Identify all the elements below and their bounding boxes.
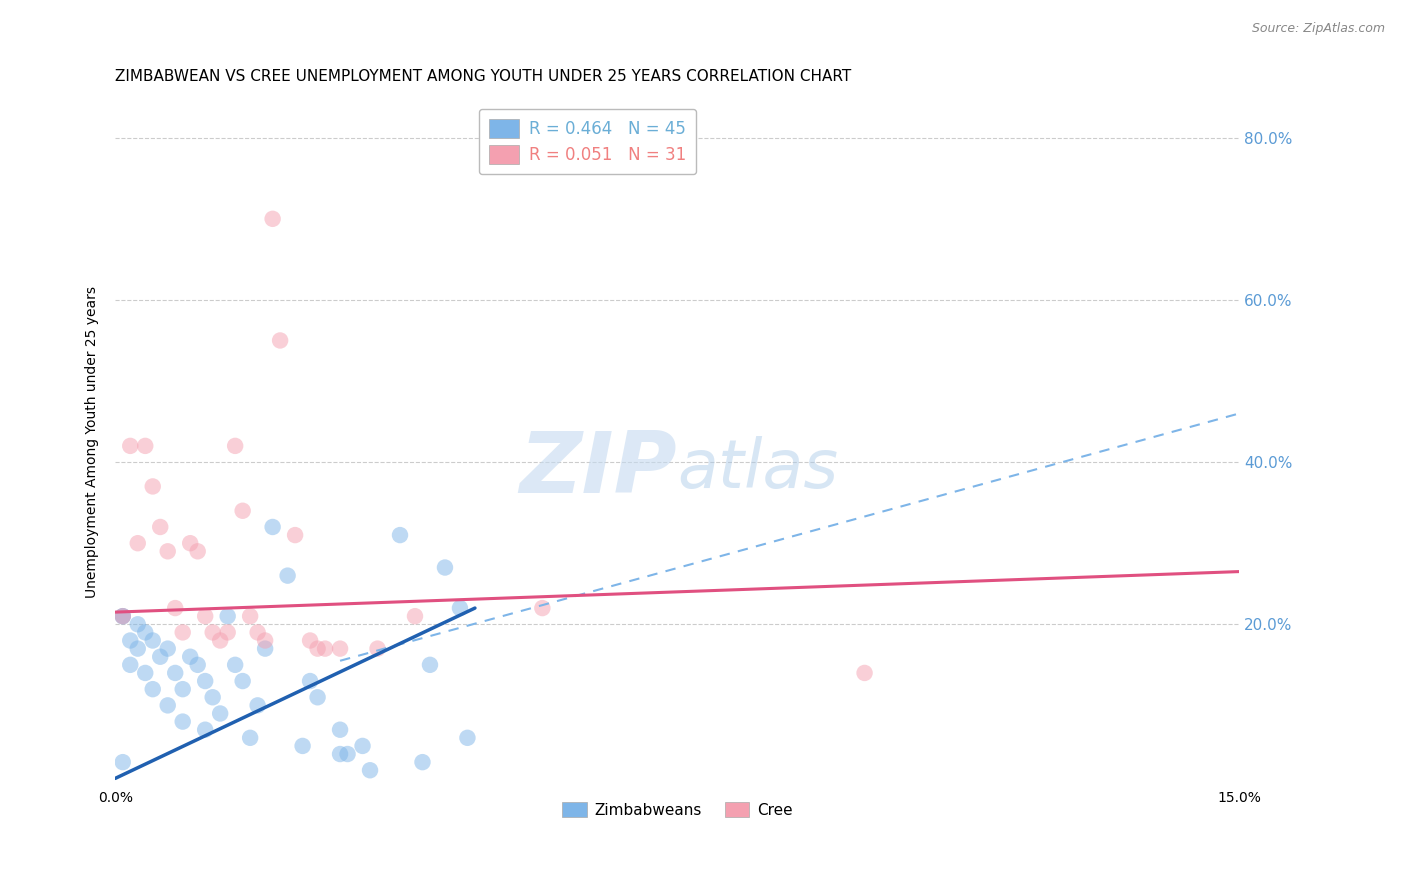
- Point: [111, 609, 134, 624]
- Point: [277, 568, 299, 582]
- Point: [419, 657, 441, 672]
- Point: [269, 334, 291, 348]
- Point: [172, 714, 194, 729]
- Point: [359, 764, 381, 778]
- Point: [299, 674, 322, 689]
- Point: [336, 747, 359, 761]
- Point: [172, 625, 194, 640]
- Point: [149, 649, 172, 664]
- Point: [456, 731, 478, 745]
- Point: [134, 439, 156, 453]
- Point: [209, 633, 232, 648]
- Point: [201, 690, 224, 705]
- Point: [352, 739, 374, 753]
- Point: [254, 633, 277, 648]
- Point: [307, 690, 329, 705]
- Point: [239, 731, 262, 745]
- Point: [142, 682, 165, 697]
- Point: [127, 536, 149, 550]
- Point: [194, 609, 217, 624]
- Point: [156, 544, 179, 558]
- Point: [299, 633, 322, 648]
- Point: [284, 528, 307, 542]
- Point: [232, 504, 254, 518]
- Point: [134, 665, 156, 680]
- Text: ZIMBABWEAN VS CREE UNEMPLOYMENT AMONG YOUTH UNDER 25 YEARS CORRELATION CHART: ZIMBABWEAN VS CREE UNEMPLOYMENT AMONG YO…: [115, 69, 852, 84]
- Point: [367, 641, 389, 656]
- Point: [111, 755, 134, 769]
- Point: [329, 641, 352, 656]
- Point: [165, 601, 187, 615]
- Point: [224, 657, 246, 672]
- Point: [449, 601, 471, 615]
- Point: [217, 609, 239, 624]
- Point: [239, 609, 262, 624]
- Point: [224, 439, 246, 453]
- Y-axis label: Unemployment Among Youth under 25 years: Unemployment Among Youth under 25 years: [86, 285, 100, 598]
- Point: [433, 560, 456, 574]
- Point: [142, 479, 165, 493]
- Point: [411, 755, 433, 769]
- Point: [254, 641, 277, 656]
- Point: [179, 649, 201, 664]
- Point: [209, 706, 232, 721]
- Point: [156, 698, 179, 713]
- Point: [329, 723, 352, 737]
- Text: ZIP: ZIP: [520, 428, 678, 511]
- Point: [246, 625, 269, 640]
- Point: [307, 641, 329, 656]
- Point: [172, 682, 194, 697]
- Point: [179, 536, 201, 550]
- Point: [291, 739, 314, 753]
- Point: [853, 665, 876, 680]
- Point: [194, 723, 217, 737]
- Point: [120, 439, 142, 453]
- Point: [165, 665, 187, 680]
- Point: [201, 625, 224, 640]
- Text: Source: ZipAtlas.com: Source: ZipAtlas.com: [1251, 22, 1385, 36]
- Point: [194, 674, 217, 689]
- Text: atlas: atlas: [678, 436, 838, 502]
- Point: [142, 633, 165, 648]
- Point: [111, 609, 134, 624]
- Point: [232, 674, 254, 689]
- Legend: Zimbabweans, Cree: Zimbabweans, Cree: [557, 796, 799, 823]
- Point: [120, 633, 142, 648]
- Point: [149, 520, 172, 534]
- Point: [187, 657, 209, 672]
- Point: [127, 641, 149, 656]
- Point: [217, 625, 239, 640]
- Point: [111, 609, 134, 624]
- Point: [388, 528, 411, 542]
- Point: [404, 609, 426, 624]
- Point: [120, 657, 142, 672]
- Point: [187, 544, 209, 558]
- Point: [329, 747, 352, 761]
- Point: [314, 641, 336, 656]
- Point: [531, 601, 554, 615]
- Point: [262, 211, 284, 226]
- Point: [127, 617, 149, 632]
- Point: [246, 698, 269, 713]
- Point: [134, 625, 156, 640]
- Point: [262, 520, 284, 534]
- Point: [156, 641, 179, 656]
